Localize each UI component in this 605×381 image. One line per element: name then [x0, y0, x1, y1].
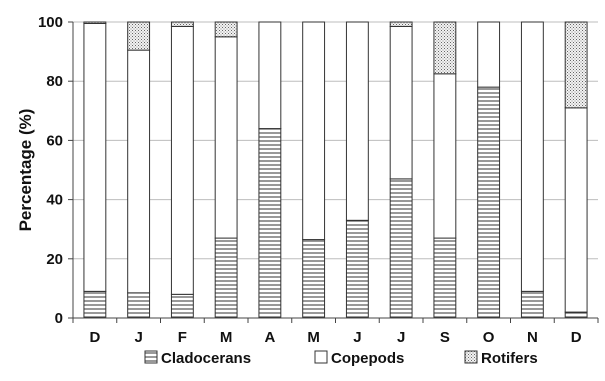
- legend-item-cladocerans: Cladocerans: [144, 350, 251, 367]
- x-tick-label: J: [397, 329, 405, 346]
- legend-label: Cladocerans: [161, 350, 251, 367]
- bar-segment-rotifers: [83, 21, 107, 24]
- bar-segment-cladocerans: [433, 237, 457, 319]
- bar-segment-cladocerans: [83, 290, 107, 319]
- x-tick-label: D: [571, 329, 582, 346]
- bar-segment-copepods: [433, 73, 457, 239]
- bar-segment-cladocerans: [564, 311, 588, 319]
- bar-segment-cladocerans: [258, 128, 282, 319]
- y-tick-label: 0: [55, 310, 63, 327]
- x-tick-label: J: [353, 329, 361, 346]
- bar-segment-rotifers: [433, 21, 457, 75]
- gridlines: [73, 21, 598, 260]
- bar-segment-copepods: [214, 36, 238, 239]
- legend-item-copepods: Copepods: [314, 350, 404, 367]
- x-tick-label: N: [527, 329, 538, 346]
- x-tick-label: F: [178, 329, 187, 346]
- x-tick-label: S: [440, 329, 450, 346]
- bar-segment-copepods: [477, 21, 501, 88]
- bar-segment-cladocerans: [389, 178, 413, 319]
- bar-segment-copepods: [258, 21, 282, 130]
- bar-segment-copepods: [170, 25, 194, 295]
- legend-label: Rotifers: [481, 350, 538, 367]
- legend-swatch: [314, 350, 328, 364]
- bar-segment-cladocerans: [520, 290, 544, 319]
- y-tick-label: 100: [38, 14, 63, 31]
- bar-segment-rotifers: [564, 21, 588, 109]
- bar-segment-rotifers: [170, 21, 194, 27]
- y-tick-label: 40: [46, 192, 63, 209]
- x-tick-label: M: [220, 329, 233, 346]
- bar-segment-cladocerans: [127, 292, 151, 319]
- x-tick-label: A: [264, 329, 275, 346]
- y-tick-label: 20: [46, 251, 63, 268]
- bar-segment-cladocerans: [345, 219, 369, 319]
- y-axis-ticks: 0 20 40 60 80 100: [38, 14, 73, 327]
- bar-segment-rotifers: [389, 21, 413, 27]
- y-tick-label: 60: [46, 132, 63, 149]
- x-tick-label: J: [134, 329, 142, 346]
- legend: Cladocerans Copepods Rotifers: [144, 350, 538, 367]
- bar-segment-copepods: [345, 21, 369, 221]
- x-tick-label: M: [307, 329, 320, 346]
- bar-segment-copepods: [389, 25, 413, 180]
- bar-segment-cladocerans: [302, 239, 326, 319]
- bar-segment-copepods: [127, 49, 151, 294]
- bar-segment-copepods: [302, 21, 326, 241]
- legend-swatch: [464, 350, 478, 364]
- y-axis-title: Percentage (%): [16, 109, 35, 232]
- bar-segment-copepods: [83, 22, 107, 292]
- y-tick-label: 80: [46, 73, 63, 90]
- legend-item-rotifers: Rotifers: [464, 350, 538, 367]
- bar-segment-copepods: [564, 107, 588, 313]
- bar-segment-cladocerans: [214, 237, 238, 319]
- bar-segment-cladocerans: [170, 293, 194, 319]
- bar-segment-copepods: [520, 21, 544, 292]
- bar-segment-rotifers: [127, 21, 151, 51]
- bar-segment-rotifers: [214, 21, 238, 38]
- x-tick-label: D: [89, 329, 100, 346]
- legend-label: Copepods: [331, 350, 404, 367]
- bar-segment-cladocerans: [477, 86, 501, 319]
- bars: [83, 21, 588, 319]
- legend-swatch: [144, 350, 158, 364]
- x-tick-label: O: [483, 329, 495, 346]
